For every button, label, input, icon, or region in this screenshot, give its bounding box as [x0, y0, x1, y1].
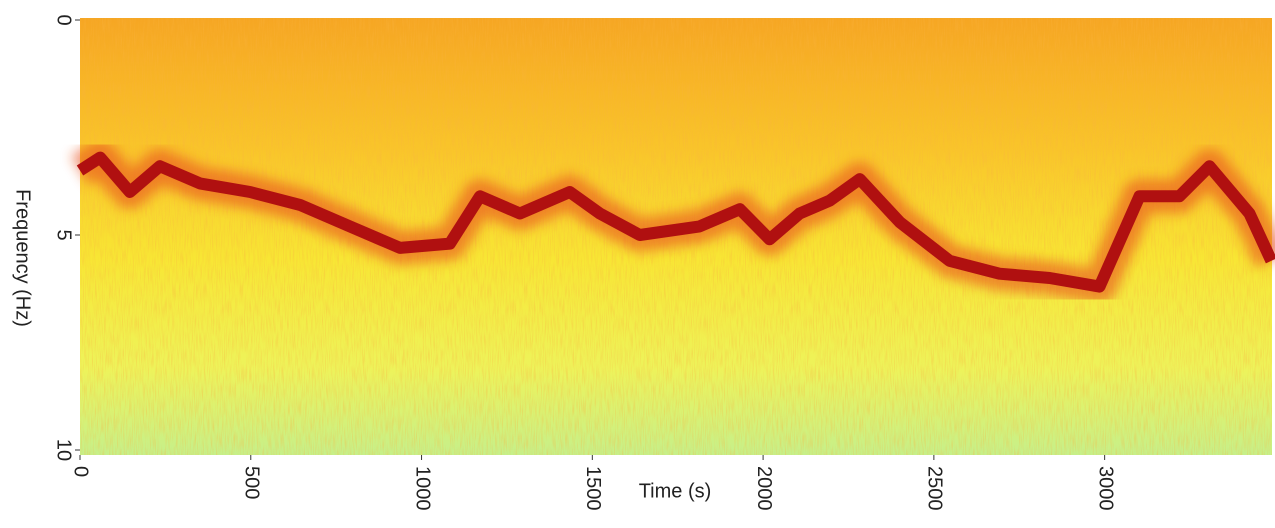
x-tick-label: 2000: [753, 466, 775, 511]
x-tick-label: 3000: [1094, 466, 1116, 511]
x-tick-label: 0: [70, 466, 92, 477]
x-axis-label: Time (s): [639, 480, 712, 502]
ridge-line: [76, 151, 1275, 293]
y-tick-label: 0: [53, 14, 75, 25]
y-axis-label: Frequency (Hz): [12, 189, 34, 327]
x-tick-label: 1500: [582, 466, 604, 511]
y-tick-label: 5: [53, 229, 75, 240]
x-tick-label: 500: [240, 466, 262, 499]
x-tick-label: 1000: [411, 466, 433, 511]
y-tick-label: 10: [53, 439, 75, 461]
x-tick-label: 2500: [924, 466, 946, 511]
